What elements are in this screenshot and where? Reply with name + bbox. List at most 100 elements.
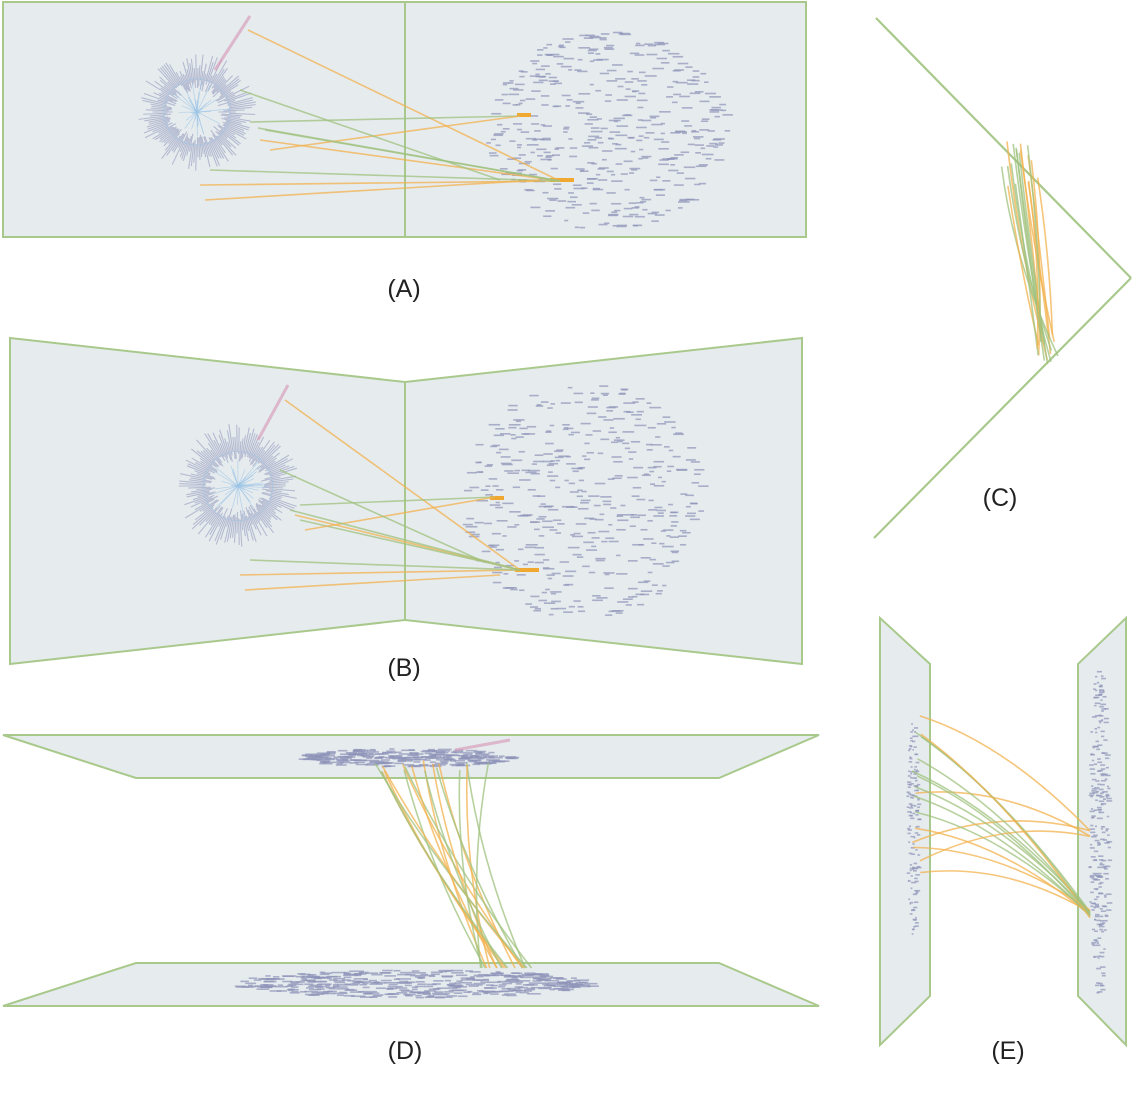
graph-node — [631, 78, 639, 80]
graph-node — [1090, 843, 1093, 846]
graph-node — [1100, 764, 1106, 766]
graph-node — [554, 456, 564, 459]
tree-leaf-label — [197, 512, 217, 535]
graph-node — [633, 466, 644, 469]
graph-node — [512, 157, 522, 160]
graph-node — [654, 506, 663, 509]
graph-node — [912, 893, 917, 896]
graph-node — [630, 440, 641, 443]
graph-node — [679, 95, 690, 98]
tree-leaf-label — [225, 120, 250, 129]
graph-node — [599, 385, 609, 387]
graph-node — [503, 976, 517, 978]
graph-node — [480, 981, 489, 983]
panel-b: (B) — [9, 336, 803, 682]
graph-node — [1092, 944, 1096, 947]
graph-node — [488, 478, 498, 480]
graph-node — [549, 988, 555, 991]
cross-link — [410, 765, 498, 969]
graph-node — [1094, 918, 1097, 921]
graph-node — [498, 984, 507, 986]
graph-node — [597, 179, 608, 181]
graph-node — [714, 115, 721, 118]
graph-node — [305, 987, 314, 989]
graph-node — [617, 224, 628, 227]
tree-leaf-label — [220, 128, 241, 145]
graph-node — [534, 138, 545, 141]
graph-node — [1094, 915, 1100, 918]
graph-node — [1103, 894, 1107, 897]
graph-node — [574, 69, 582, 71]
graph-node — [393, 969, 401, 972]
graph-node — [450, 969, 463, 972]
graph-node — [1097, 726, 1101, 729]
graph-node — [1105, 877, 1109, 880]
graph-node — [493, 566, 502, 569]
graph-node — [907, 783, 911, 786]
graph-node — [492, 571, 503, 574]
graph-node — [548, 613, 554, 616]
graph-node — [1100, 825, 1104, 828]
graph-node — [423, 759, 431, 761]
tree-leaf-label — [161, 137, 179, 159]
graph-node — [487, 544, 495, 547]
graph-node — [328, 987, 337, 990]
graph-node — [350, 995, 366, 998]
graph-node — [1099, 721, 1102, 724]
graph-node — [623, 207, 633, 210]
graph-node — [254, 985, 270, 987]
graph-node — [316, 759, 331, 762]
graph-node — [587, 52, 595, 55]
tree-leaf-label — [194, 494, 215, 504]
graph-node — [646, 449, 653, 451]
panel-d-top-plane — [2, 734, 820, 779]
graph-node — [648, 509, 657, 511]
graph-node — [324, 984, 331, 986]
graph-node — [503, 572, 509, 575]
graph-node — [606, 410, 614, 412]
graph-node — [681, 120, 690, 122]
graph-node — [304, 983, 314, 986]
graph-node — [409, 759, 422, 761]
graph-node — [551, 600, 561, 603]
graph-node — [642, 538, 654, 540]
cross-link — [284, 399, 521, 571]
graph-node — [1095, 714, 1100, 717]
graph-node — [628, 202, 637, 204]
graph-node — [260, 984, 269, 986]
graph-node — [313, 758, 324, 761]
cross-link — [239, 89, 501, 181]
graph-node — [700, 72, 707, 75]
tree-leaf-label — [226, 430, 233, 456]
cross-link — [1036, 177, 1054, 336]
graph-node — [586, 451, 594, 454]
graph-node — [592, 599, 603, 602]
cross-link — [458, 770, 483, 969]
graph-node — [543, 151, 551, 154]
graph-node — [309, 988, 322, 991]
graph-node — [713, 138, 725, 140]
graph-node — [295, 975, 305, 978]
graph-node — [577, 70, 588, 73]
tree-leaf-label — [219, 129, 240, 146]
graph-node — [906, 806, 910, 809]
graph-node — [1091, 815, 1096, 817]
graph-node — [677, 207, 683, 209]
graph-node — [1094, 839, 1100, 842]
graph-node — [616, 573, 628, 575]
graph-node — [538, 505, 546, 508]
graph-node — [530, 60, 540, 62]
graph-node — [1088, 794, 1094, 797]
graph-node — [1104, 708, 1109, 710]
tree-leaf-label — [192, 492, 214, 501]
tree-branch — [237, 485, 251, 502]
graph-node — [1105, 794, 1110, 797]
graph-node — [908, 745, 912, 747]
graph-node — [546, 430, 552, 432]
graph-node — [507, 979, 520, 981]
graph-node — [662, 565, 670, 567]
graph-node — [339, 757, 352, 760]
graph-node — [530, 151, 535, 154]
graph-node — [909, 737, 913, 740]
graph-node — [572, 100, 585, 103]
